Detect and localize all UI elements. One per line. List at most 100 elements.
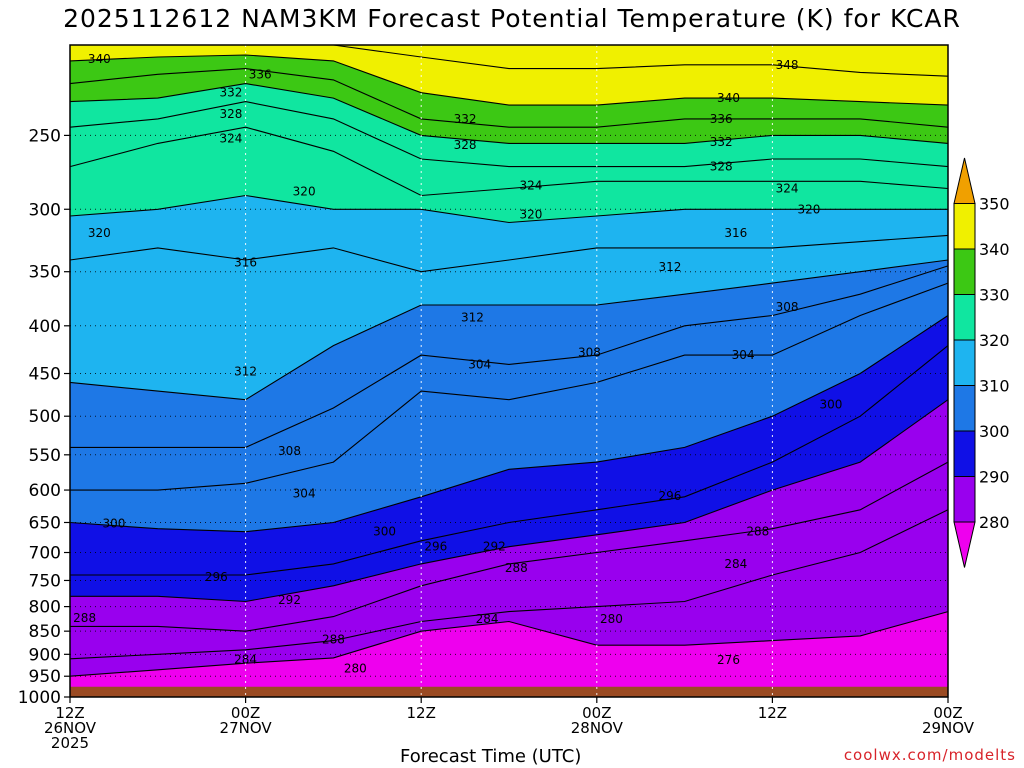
contour-label: 316 [234,255,257,269]
colorbar-segment [953,248,976,295]
chart-title: 2025112612 NAM3KM Forecast Potential Tem… [63,4,961,33]
contour-label: 284 [724,557,747,571]
colorbar-label: 320 [979,331,1010,350]
contour-label: 332 [220,86,243,100]
colorbar-label: 340 [979,240,1010,259]
y-tick-label: 400 [29,317,61,337]
contour-label: 348 [776,58,799,72]
isentrope-328 [69,101,949,168]
x-tick-label: 00Z [933,704,962,722]
contour-label: 300 [102,517,125,531]
y-tick-label: 350 [29,263,61,283]
contour-label: 336 [710,112,733,126]
contour-label: 312 [659,260,682,274]
contour-label: 324 [776,181,799,195]
contour-label: 296 [659,489,682,503]
contour-label: 300 [819,398,842,412]
contour-label: 320 [519,208,542,222]
colorbar-segment [953,203,976,250]
x-tick-label: 12Z [758,704,787,722]
y-tick-label: 700 [29,544,61,564]
x-tick-label: 12Z [55,704,84,722]
contour-label: 276 [717,653,740,667]
contour-label: 312 [461,311,484,325]
colorbar-segment [953,476,976,523]
contour-label: 332 [710,135,733,149]
colorbar-label: 290 [979,468,1010,487]
colorbar-segment [953,294,976,341]
colorbar-label: 330 [979,286,1010,305]
contour-label: 316 [724,226,747,240]
isentrope-324 [69,126,949,197]
colorbar-segment [953,385,976,432]
colorbar-label: 350 [979,195,1010,214]
colorbar-label: 300 [979,422,1010,441]
y-tick-label: 950 [29,667,61,687]
contour-label: 300 [373,525,396,539]
colorbar-label: 280 [979,513,1010,532]
contour-label: 332 [454,112,477,126]
contour-label: 328 [710,160,733,174]
contour-label: 340 [717,91,740,105]
colorbar-segment [953,430,976,477]
contour-label: 288 [73,611,96,625]
isentrope-296 [70,345,949,576]
source-credit: coolwx.com/modelts [843,746,1016,764]
contour-label: 296 [424,540,447,554]
plot-area: 340 336 332 328 324 320 320 316 312 308 304 300 300 2… [69,44,949,697]
axes: 250 300 350 400 450 500 550 600 650 700 750 800 850 9… [18,44,975,752]
isentrope-320 [69,194,948,224]
contour-label: 304 [293,486,316,500]
isentrope-288 [70,461,949,632]
contour-label: 328 [454,138,477,152]
contour-label: 280 [600,612,623,626]
contour-label: 324 [519,179,542,193]
contour-label: 320 [293,184,316,198]
contour-label: 304 [732,348,755,362]
colorbar-segment [953,339,976,386]
x-tick-label: 00Z [582,704,611,722]
x-tick-label: 28NOV [571,719,624,737]
ground-surface [70,686,948,697]
isentrope-332 [69,83,949,144]
isentrope-312 [69,259,949,401]
contour-label: 288 [505,561,528,575]
contour-label: 320 [88,226,111,240]
isentrope-280 [69,611,949,677]
contour-label: 292 [278,593,301,607]
contour-label: 280 [344,661,367,675]
y-tick-label: 250 [29,126,61,146]
contour-label: 284 [476,612,499,626]
x-tick-label: 27NOV [220,719,273,737]
y-tick-label: 550 [29,446,61,466]
y-tick-label: 900 [29,645,61,665]
x-tick-label: 29NOV [922,719,975,737]
contour-label: 328 [220,107,243,121]
isentrope-300 [69,315,949,533]
colorbar-arrow-bottom [953,521,976,568]
contour-label: 340 [88,52,111,66]
contour-label: 304 [468,357,491,371]
contour-label: 308 [578,345,601,359]
contour-label: 324 [220,132,243,146]
x-tick-label: 2025 [51,734,89,752]
colorbar: 350 340 330 320 310 300 290 280 [953,157,1010,568]
isentrope-308 [70,265,949,448]
contour-label: 284 [234,653,257,667]
y-tick-label: 750 [29,571,61,591]
y-tick-label: 650 [29,513,61,533]
band-348 [70,45,948,77]
contour-label: 292 [483,540,506,554]
y-tick-label: 800 [29,598,61,618]
y-tick-label: 1000 [18,688,61,708]
y-tick-label: 500 [29,407,61,427]
isentrope-340 [69,54,949,106]
x-axis-title: Forecast Time (UTC) [400,746,582,767]
contour-label: 288 [746,525,769,539]
plot-frame [69,44,949,698]
colorbar-arrow-top [953,157,976,204]
contour-label: 308 [278,444,301,458]
x-tick-label: 12Z [407,704,436,722]
isentrope-292 [70,399,949,603]
y-tick-label: 450 [29,365,61,385]
